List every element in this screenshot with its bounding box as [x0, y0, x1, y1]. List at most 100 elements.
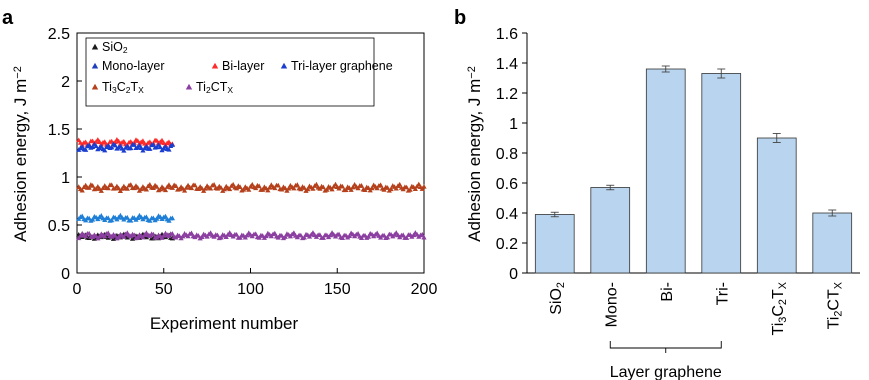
data-point-ti2ctx	[150, 231, 156, 237]
data-point-ti2ctx	[135, 234, 141, 240]
data-point-ti3c2tx	[154, 184, 160, 189]
data-point-ti3c2tx	[301, 185, 307, 190]
panel-a-legend: SiO2 Mono-layer Bi-layer Tri-layer graphene…	[85, 37, 393, 107]
bar	[534, 214, 575, 274]
data-point-ti3c2tx	[188, 185, 195, 191]
data-point-ti2ctx	[218, 234, 224, 240]
data-point-ti2ctx	[336, 231, 342, 237]
data-point-ti3c2tx	[240, 186, 247, 192]
data-point-ti3c2tx	[181, 187, 188, 193]
y-tick-label: 0.5	[48, 218, 70, 235]
category-label: Tri-	[714, 282, 731, 305]
data-point-ti3c2tx	[313, 181, 320, 187]
category-label: Bi-	[659, 282, 676, 302]
legend-marker-icon	[185, 83, 193, 90]
data-point-ti3c2tx	[221, 186, 228, 192]
data-point-ti3c2tx	[407, 187, 413, 192]
data-point-ti2ctx	[76, 235, 82, 241]
data-point-ti3c2tx	[343, 187, 349, 193]
data-point-ti2ctx	[116, 234, 122, 240]
panel-label-a: a	[2, 7, 14, 29]
data-point-ti3c2tx	[135, 184, 141, 190]
data-point-mono	[154, 216, 160, 221]
panel-b-group-bracket: Layer graphene	[610, 341, 722, 380]
x-tick-label: 150	[324, 281, 351, 298]
data-point-ti3c2tx	[369, 185, 375, 191]
data-point-ti3c2tx	[162, 187, 169, 193]
data-point-ti2ctx	[272, 230, 278, 236]
data-point-ti3c2tx	[183, 185, 189, 190]
data-point-tri	[150, 142, 156, 147]
data-point-ti3c2tx	[339, 183, 346, 189]
data-point-ti3c2tx	[86, 185, 92, 190]
data-point-ti3c2tx	[256, 183, 262, 189]
data-point-ti3c2tx	[374, 185, 380, 191]
data-point-ti3c2tx	[218, 185, 224, 190]
category-label: Ti3C2TX	[770, 281, 789, 335]
data-point-ti2ctx	[320, 235, 326, 240]
legend-marker-icon	[211, 62, 219, 69]
data-point-mono	[90, 216, 96, 222]
data-point-ti3c2tx	[173, 183, 179, 188]
data-point-ti3c2tx	[320, 184, 326, 190]
x-tick-label: 200	[411, 281, 438, 298]
data-point-ti3c2tx	[381, 187, 387, 192]
data-point-ti2ctx	[404, 235, 410, 240]
data-point-ti3c2tx	[348, 187, 354, 192]
y-tick-label: 1	[61, 170, 70, 187]
bar	[812, 212, 853, 274]
group-label: Layer graphene	[610, 364, 722, 380]
y-tick-label: 0.8	[496, 146, 518, 163]
data-point-ti3c2tx	[147, 182, 153, 187]
data-point-ti3c2tx	[310, 186, 316, 191]
data-point-ti2ctx	[256, 235, 262, 240]
data-point-mono	[128, 217, 134, 223]
data-point-tri	[157, 144, 163, 150]
data-point-tri	[147, 146, 153, 151]
legend-label: Ti2CTX	[196, 80, 233, 95]
data-point-ti3c2tx	[397, 181, 403, 187]
data-point-ti3c2tx	[393, 185, 399, 191]
legend-label: Bi-layer	[222, 59, 264, 73]
data-point-ti2ctx	[140, 234, 146, 240]
data-point-ti3c2tx	[324, 187, 330, 192]
panel-a-x-axis-label: Experiment number	[150, 314, 299, 333]
y-tick-label: 0.2	[496, 236, 518, 253]
data-point-ti3c2tx	[404, 184, 410, 190]
data-point-mono	[79, 213, 85, 219]
bar	[645, 68, 686, 274]
data-point-ti2ctx	[102, 233, 108, 239]
data-point-ti3c2tx	[124, 186, 130, 191]
data-point-ti2ctx	[365, 234, 372, 239]
data-point-tri	[128, 145, 134, 151]
data-point-ti3c2tx	[265, 187, 271, 193]
y-tick-label: 2	[61, 74, 70, 91]
data-point-ti2ctx	[301, 234, 307, 240]
data-point-ti3c2tx	[227, 186, 233, 192]
data-point-mono	[109, 217, 115, 223]
data-point-ti2ctx	[105, 230, 111, 236]
y-tick-label: 1.2	[496, 86, 518, 103]
data-point-ti2ctx	[234, 232, 240, 237]
data-point-ti3c2tx	[279, 186, 285, 192]
data-point-ti3c2tx	[416, 181, 422, 187]
data-point-ti3c2tx	[109, 182, 115, 188]
data-point-ti3c2tx	[246, 187, 252, 192]
data-point-tri	[109, 144, 115, 150]
legend-marker-icon	[91, 43, 99, 50]
data-point-ti2ctx	[400, 232, 406, 238]
y-label-text: Adhesion energy, J m	[465, 79, 484, 242]
data-point-ti2ctx	[355, 231, 361, 236]
data-point-ti3c2tx	[230, 181, 236, 187]
data-point-ti3c2tx	[128, 182, 134, 187]
legend-label: SiO2	[102, 40, 128, 55]
data-point-ti3c2tx	[207, 185, 214, 191]
data-point-mono	[147, 218, 153, 223]
data-point-ti3c2tx	[378, 182, 384, 188]
data-point-ti3c2tx	[384, 185, 391, 190]
data-point-ti2ctx	[374, 230, 380, 236]
category-label: SiO2	[548, 282, 567, 315]
data-point-ti2ctx	[237, 235, 243, 240]
y-tick-label: 0	[61, 266, 70, 283]
y-tick-label: 0.4	[496, 206, 518, 223]
